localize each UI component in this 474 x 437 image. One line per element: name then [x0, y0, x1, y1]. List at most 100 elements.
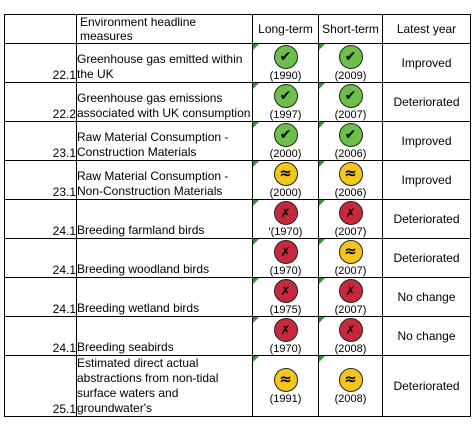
- status-little-or-no-change-icon: ≈: [338, 239, 363, 264]
- baseline-year: (2000): [269, 186, 302, 199]
- cell-marker: [319, 83, 325, 89]
- table-row: 24.1 Breeding woodland birds ✗ (1970) ≈ (2007…: [4, 238, 471, 278]
- status-little-or-no-change-icon: ≈: [338, 367, 363, 392]
- cell-marker: [319, 278, 325, 284]
- latest-year-assessment: Deteriorated: [382, 82, 471, 122]
- long-term-cell: ≈ (2000): [252, 160, 319, 200]
- baseline-year: (2009): [334, 69, 367, 82]
- status-deteriorating-icon: ✗: [338, 200, 363, 225]
- latest-year-assessment: Improved: [382, 43, 471, 83]
- measure-name: Greenhouse gas emissions associated with…: [76, 82, 253, 122]
- cell-marker: [319, 200, 325, 206]
- latest-year-assessment: No change: [382, 316, 471, 356]
- header-measure: Environment headline measures: [76, 14, 253, 44]
- table-row: 24.1 Breeding farmland birds ✗ '(1970) ✗ (200…: [4, 199, 471, 239]
- latest-year-assessment: Deteriorated: [382, 199, 471, 239]
- cell-marker: [319, 239, 325, 245]
- long-term-cell: ✗ (1970): [252, 316, 319, 356]
- baseline-year: (2007): [334, 108, 367, 121]
- status-deteriorating-icon: ✗: [338, 278, 363, 303]
- baseline-year: (2006): [334, 186, 367, 199]
- short-term-cell: ✔ (2009): [318, 43, 383, 83]
- indicator-id: 23.1: [4, 121, 77, 161]
- short-term-cell: ✗ (2007): [318, 199, 383, 239]
- indicator-id: 24.1: [4, 199, 77, 239]
- measure-name: Raw Material Consumption - Construction …: [76, 121, 253, 161]
- baseline-year: (1970): [269, 342, 302, 355]
- indicator-id: 25.1: [4, 355, 77, 417]
- baseline-year: (2007): [334, 225, 367, 238]
- indicator-id: 24.1: [4, 316, 77, 356]
- cell-marker: [253, 200, 259, 206]
- latest-year-assessment: Improved: [382, 121, 471, 161]
- short-term-cell: ≈ (2006): [318, 160, 383, 200]
- baseline-year: (2008): [334, 342, 367, 355]
- baseline-year: (1990): [269, 69, 302, 82]
- status-improving-icon: ✔: [338, 122, 363, 147]
- baseline-year: (1991): [269, 392, 302, 405]
- table-row: 24.1 Breeding wetland birds ✗ (1975) ✗ (2007)…: [4, 277, 471, 317]
- table-row: 25.1 Estimated direct actual abstractions…: [4, 355, 471, 417]
- cell-marker: [253, 83, 259, 89]
- cell-marker: [253, 122, 259, 128]
- table-row: 23.1 Raw Material Consumption - Non-Const…: [4, 160, 471, 200]
- baseline-year: (1975): [269, 303, 302, 316]
- short-term-cell: ≈ (2007): [318, 238, 383, 278]
- baseline-year: (1997): [269, 108, 302, 121]
- cell-marker: [253, 161, 259, 167]
- cell-marker: [253, 239, 259, 245]
- status-improving-icon: ✔: [338, 83, 363, 108]
- long-term-cell: ✗ (1975): [252, 277, 319, 317]
- baseline-year: '(1970): [268, 225, 303, 238]
- indicator-id: 24.1: [4, 238, 77, 278]
- measure-name: Breeding seabirds: [76, 316, 253, 356]
- status-little-or-no-change-icon: ≈: [338, 161, 363, 186]
- indicators-table: Environment headline measures Long-term …: [4, 14, 471, 417]
- short-term-cell: ✗ (2008): [318, 316, 383, 356]
- cell-marker: [319, 44, 325, 50]
- short-term-cell: ≈ (2008): [318, 355, 383, 417]
- measure-name: Raw Material Consumption - Non-Construct…: [76, 160, 253, 200]
- cell-marker: [253, 278, 259, 284]
- indicator-id: 24.1: [4, 277, 77, 317]
- short-term-cell: ✗ (2007): [318, 277, 383, 317]
- status-deteriorating-icon: ✗: [273, 278, 298, 303]
- latest-year-assessment: Improved: [382, 160, 471, 200]
- indicator-id: 22.2: [4, 82, 77, 122]
- indicator-id: 22.1: [4, 43, 77, 83]
- status-improving-icon: ✔: [273, 122, 298, 147]
- measure-name: Greenhouse gas emitted within the UK: [76, 43, 253, 83]
- header-short-term: Short-term: [318, 14, 383, 44]
- long-term-cell: ✔ (2000): [252, 121, 319, 161]
- baseline-year: (2007): [334, 303, 367, 316]
- status-improving-icon: ✔: [273, 83, 298, 108]
- table-row: 22.1 Greenhouse gas emitted within the UK…: [4, 43, 471, 83]
- status-improving-icon: ✔: [338, 44, 363, 69]
- latest-year-assessment: Deteriorated: [382, 355, 471, 417]
- cell-marker: [319, 122, 325, 128]
- status-little-or-no-change-icon: ≈: [273, 161, 298, 186]
- latest-year-assessment: No change: [382, 277, 471, 317]
- measure-name: Estimated direct actual abstractions fro…: [76, 355, 253, 417]
- header-latest-year: Latest year: [382, 14, 471, 44]
- cell-marker: [319, 317, 325, 323]
- status-deteriorating-icon: ✗: [273, 200, 298, 225]
- status-deteriorating-icon: ✗: [273, 239, 298, 264]
- baseline-year: (1970): [269, 264, 302, 277]
- header-row: Environment headline measures Long-term …: [4, 14, 471, 44]
- cell-marker: [253, 44, 259, 50]
- long-term-cell: ✗ '(1970): [252, 199, 319, 239]
- short-term-cell: ✔ (2007): [318, 82, 383, 122]
- cell-marker: [253, 356, 259, 362]
- header-id: [4, 14, 77, 44]
- cell-marker: [319, 161, 325, 167]
- cell-marker: [253, 317, 259, 323]
- status-little-or-no-change-icon: ≈: [273, 367, 298, 392]
- measure-name: Breeding farmland birds: [76, 199, 253, 239]
- cell-marker: [319, 356, 325, 362]
- baseline-year: (2006): [334, 147, 367, 160]
- measure-name: Breeding wetland birds: [76, 277, 253, 317]
- status-deteriorating-icon: ✗: [273, 317, 298, 342]
- measure-name: Breeding woodland birds: [76, 238, 253, 278]
- short-term-cell: ✔ (2006): [318, 121, 383, 161]
